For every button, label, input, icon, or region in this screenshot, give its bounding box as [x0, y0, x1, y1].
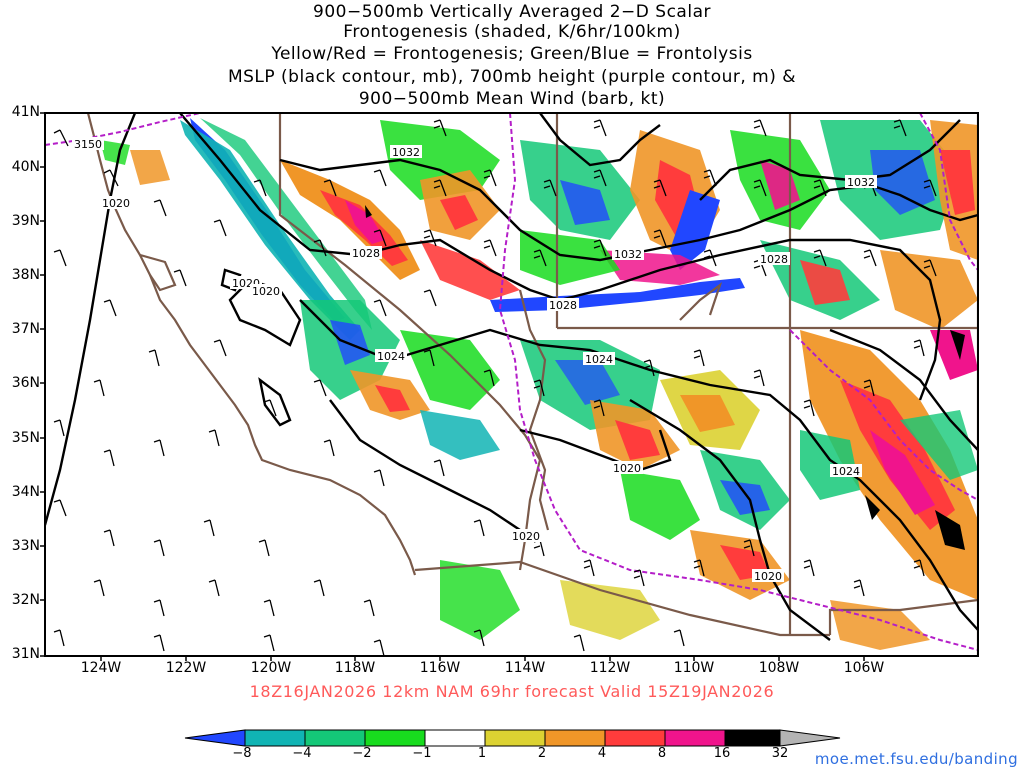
title-line-2: Frontogenesis (shaded, K/6hr/100km) [343, 22, 681, 42]
lat-label-38n: 38N [11, 267, 40, 283]
lat-label-37n: 37N [11, 321, 40, 337]
lat-label-39n: 39N [11, 213, 40, 229]
lat-label-40n: 40N [11, 159, 40, 175]
mslp-label: 1024 [377, 350, 405, 363]
lon-label-112w: 112W [589, 660, 631, 676]
colorbar-label: −1 [412, 746, 432, 761]
ca-az-border [518, 459, 542, 571]
mslp-label: 1024 [832, 465, 860, 478]
lon-label-114w: 114W [504, 660, 546, 676]
colorbar-label: −8 [232, 746, 252, 761]
colorbar-label: 16 [713, 746, 731, 761]
lon-label-120w: 120W [250, 660, 292, 676]
tick-marks [40, 112, 865, 661]
lon-label-116w: 116W [419, 660, 461, 676]
mslp-label: 1020 [512, 530, 540, 543]
mslp-label: 1032 [392, 146, 420, 159]
lon-label-118w: 118W [334, 660, 376, 676]
lon-label-106w: 106W [843, 660, 885, 676]
frontogenesis-shading [100, 118, 978, 650]
mslp-label: 1020 [102, 197, 130, 210]
mslp-label: 1028 [352, 247, 380, 260]
height-label: 3150 [74, 138, 102, 151]
sf-bay [139, 253, 177, 292]
mslp-label: 1020 [754, 570, 782, 583]
title-line-4: MSLP (black contour, mb), 700mb height (… [227, 67, 797, 87]
mslp-label: 1028 [549, 299, 577, 312]
lat-label-35n: 35N [11, 430, 40, 446]
lon-label-108w: 108W [758, 660, 800, 676]
forecast-caption: 18Z16JAN2026 12km NAM 69hr forecast Vali… [249, 682, 775, 701]
title-line-1: 900−500mb Vertically Averaged 2−D Scalar [313, 2, 711, 22]
lake-powell [679, 282, 723, 321]
lon-label-122w: 122W [165, 660, 207, 676]
mslp-label: 1024 [585, 353, 613, 366]
colorbar [184, 729, 841, 747]
mslp-label: 1032 [614, 248, 642, 261]
mslp-label: 1028 [760, 253, 788, 266]
lat-label-32n: 32N [11, 592, 40, 608]
mslp-label: 1020 [613, 462, 641, 475]
colorbar-label: 32 [771, 746, 789, 761]
colorbar-label: 2 [537, 746, 547, 761]
mslp-label: 1020 [252, 285, 280, 298]
lat-label-41n: 41N [11, 104, 40, 120]
map-frame [44, 112, 979, 657]
lat-label-36n: 36N [11, 375, 40, 391]
colorbar-label: 8 [657, 746, 667, 761]
title-line-3: Yellow/Red = Frontogenesis; Green/Blue =… [271, 44, 753, 64]
colorbar-label: 1 [477, 746, 487, 761]
lon-label-110w: 110W [673, 660, 715, 676]
us-mexico-border-west [414, 560, 830, 637]
contour-labels: 1032 1032 1028 1032 1028 1028 1020 1020 … [72, 137, 877, 583]
colorbar-label: −4 [292, 746, 312, 761]
lat-label-31n: 31N [11, 646, 40, 662]
site-credit-link[interactable]: moe.met.fsu.edu/banding [814, 750, 1018, 768]
lon-label-124w: 124W [80, 660, 122, 676]
title-line-5: 900−500mb Mean Wind (barb, kt) [358, 89, 666, 109]
colorbar-label: −2 [352, 746, 372, 761]
lat-label-33n: 33N [11, 538, 40, 554]
lat-label-34n: 34N [11, 484, 40, 500]
colorbar-label: 4 [597, 746, 607, 761]
us-mexico-border-east [828, 598, 978, 635]
mslp-label: 1032 [847, 176, 875, 189]
height-contours [45, 113, 978, 651]
colorado-river [518, 289, 550, 531]
